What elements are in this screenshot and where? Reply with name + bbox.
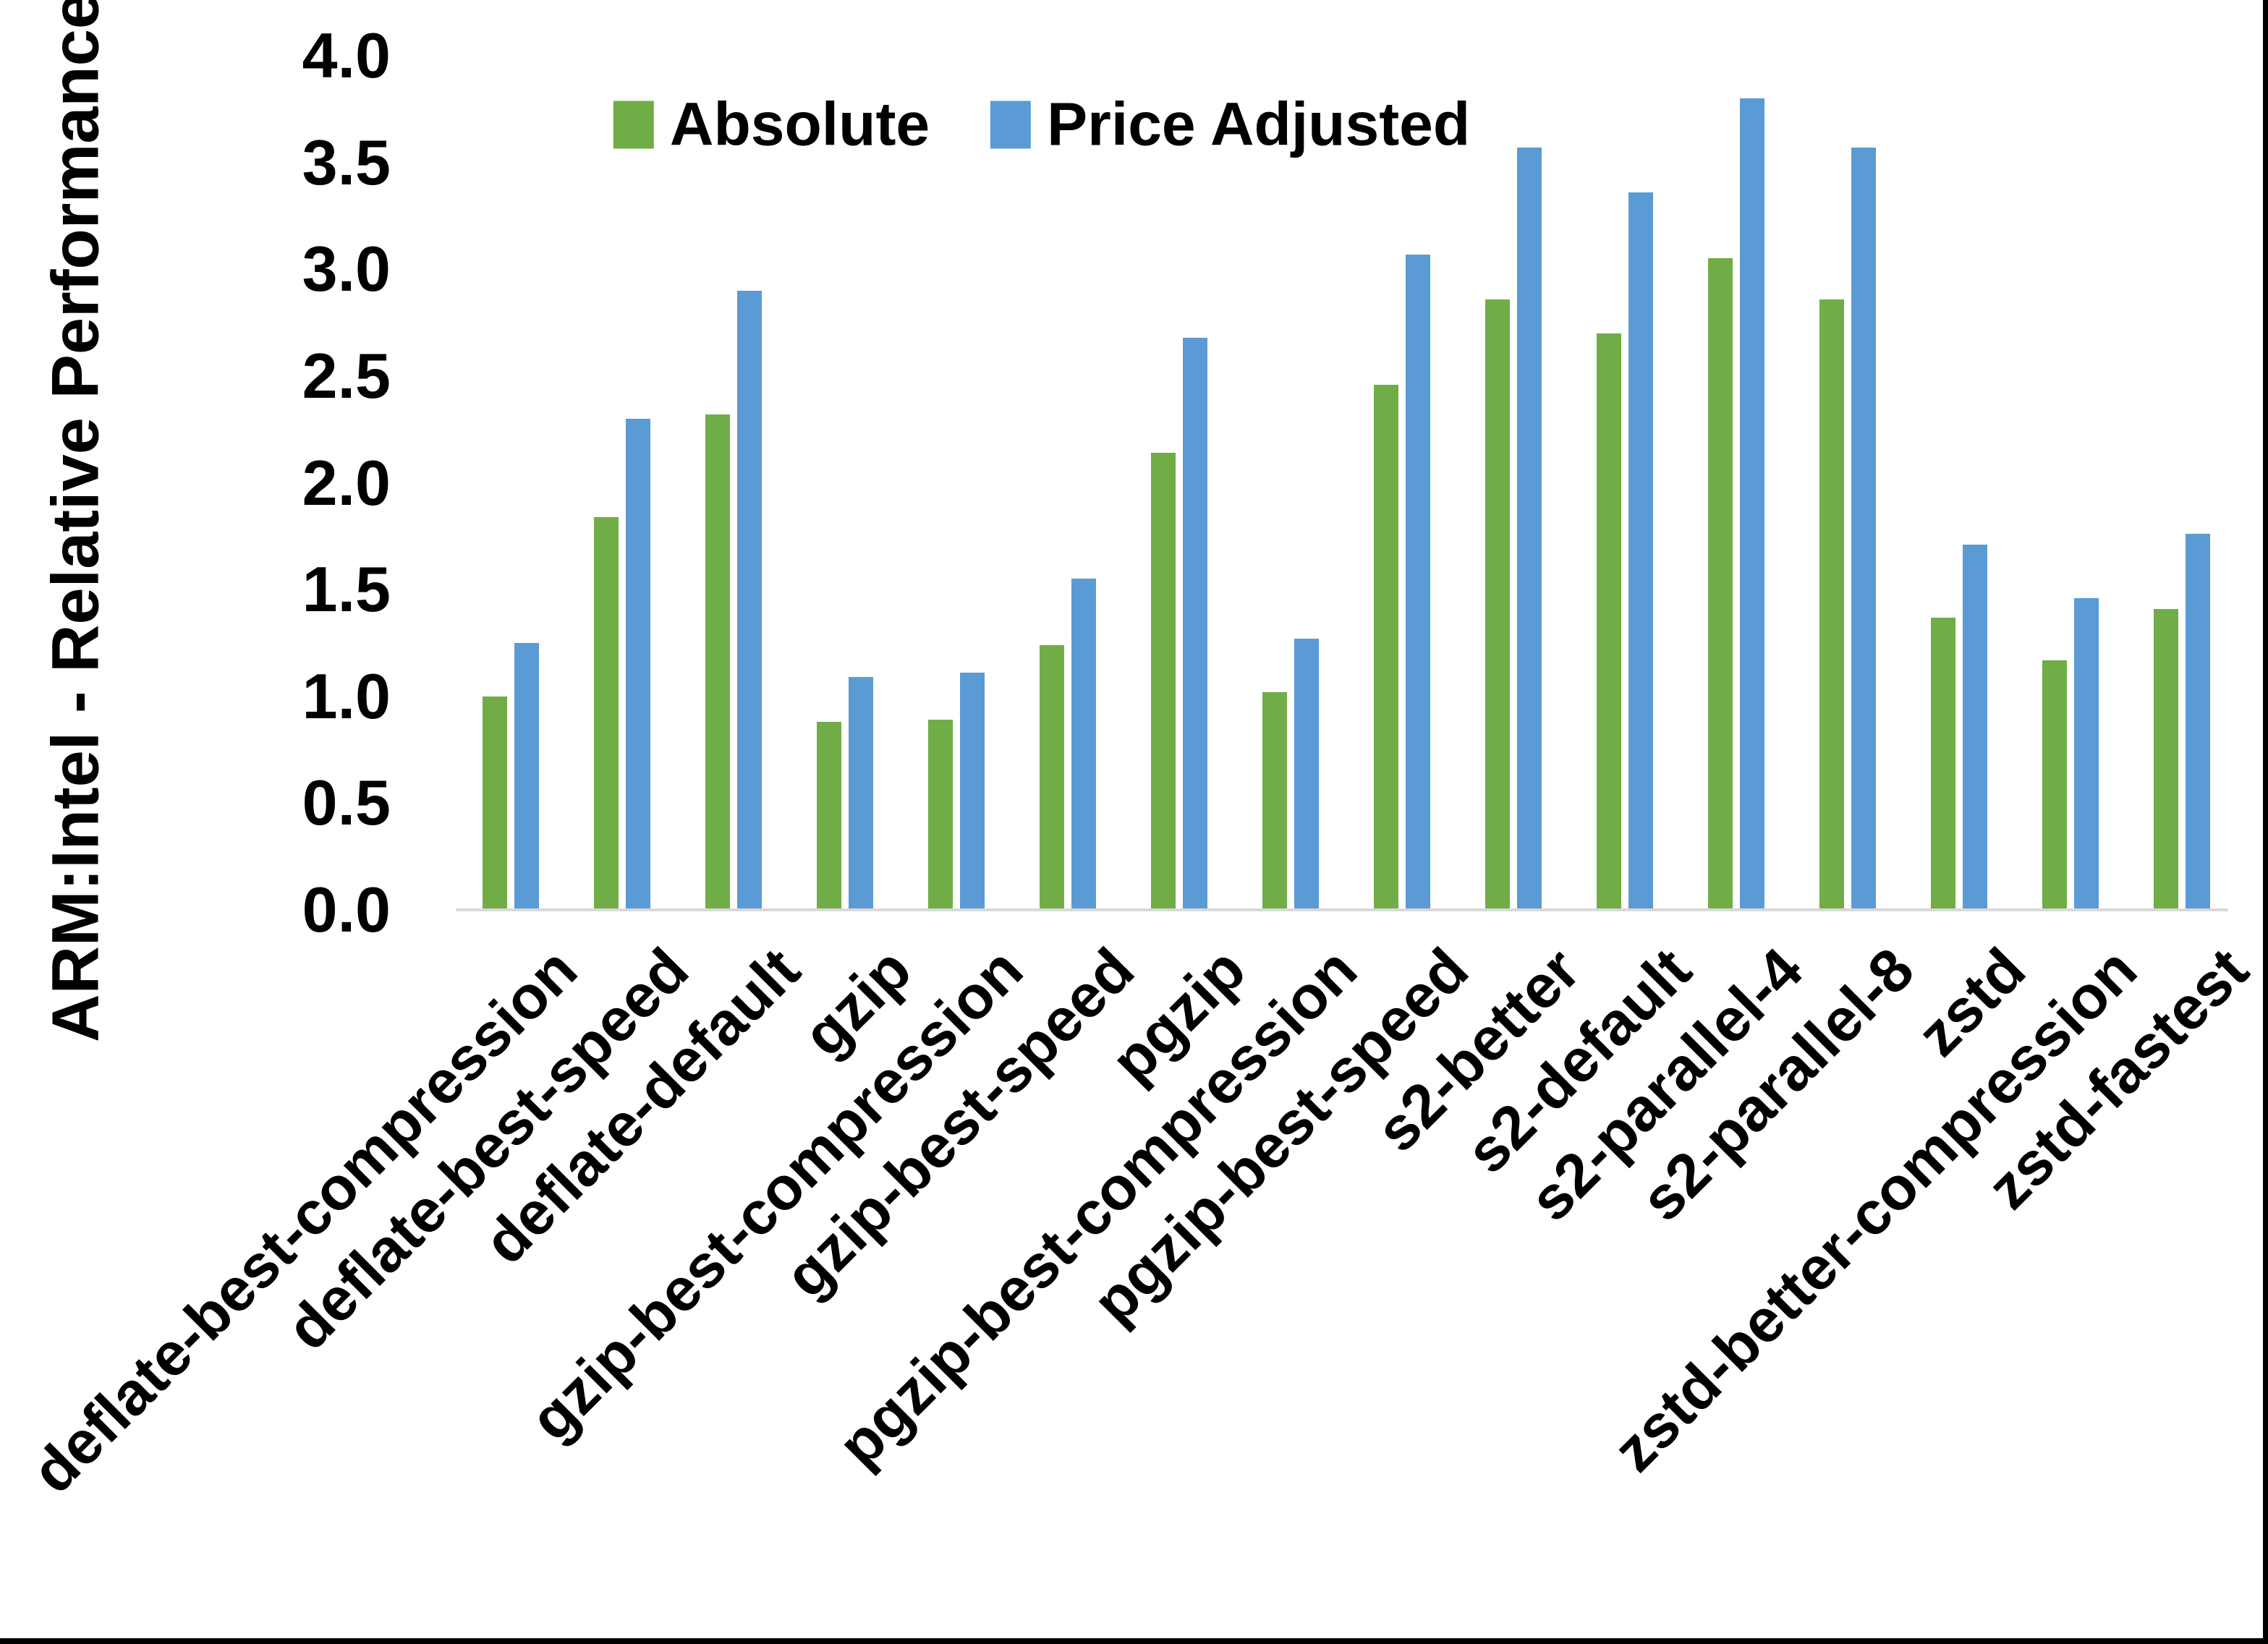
bar-absolute-pgzip-best-compression <box>1262 691 1287 910</box>
screenshot-bottom-border <box>0 1638 2268 1644</box>
bar-absolute-deflate-default <box>705 414 730 910</box>
bar-absolute-s2-better <box>1485 299 1510 910</box>
bar-absolute-gzip <box>817 722 841 910</box>
bar-price-adjusted-s2-default <box>1628 192 1653 910</box>
bar-absolute-zstd <box>1931 617 1955 910</box>
bar-absolute-pgzip <box>1151 453 1176 910</box>
y-tick-label: 2.5 <box>302 339 391 412</box>
bar-price-adjusted-s2-parallel-8 <box>1851 147 1876 910</box>
legend-item-price-adjusted: Price Adjusted <box>990 90 1470 160</box>
bar-absolute-deflate-best-speed <box>594 516 619 910</box>
y-tick-label: 4.0 <box>302 20 391 91</box>
y-tick-label: 0.0 <box>302 874 391 945</box>
bar-price-adjusted-deflate-best-speed <box>626 418 650 910</box>
bar-price-adjusted-gzip <box>849 677 873 910</box>
bar-price-adjusted-gzip-best-compression <box>960 673 985 910</box>
bar-absolute-gzip-best-compression <box>928 720 953 910</box>
bar-price-adjusted-s2-better <box>1517 147 1542 910</box>
bar-price-adjusted-deflate-best-compression <box>514 642 539 910</box>
bar-price-adjusted-pgzip-best-speed <box>1406 254 1430 910</box>
y-tick-label: 1.0 <box>302 660 391 732</box>
screenshot-right-border <box>2263 0 2268 1644</box>
bar-price-adjusted-zstd-better-compression <box>2074 597 2099 910</box>
y-tick-label: 1.5 <box>302 553 391 626</box>
legend-item-absolute: Absolute <box>613 90 930 160</box>
bar-absolute-s2-parallel-4 <box>1708 258 1733 910</box>
legend: Absolute Price Adjusted <box>613 90 1470 160</box>
bar-price-adjusted-pgzip <box>1183 337 1207 910</box>
bar-price-adjusted-gzip-best-speed <box>1071 579 1096 910</box>
bar-absolute-gzip-best-speed <box>1040 644 1064 910</box>
bar-absolute-deflate-best-compression <box>483 696 507 910</box>
bar-absolute-zstd-better-compression <box>2042 660 2067 910</box>
legend-label-absolute: Absolute <box>669 90 930 158</box>
legend-swatch-price-adjusted-icon <box>990 101 1032 148</box>
bar-price-adjusted-zstd-fastest <box>2186 534 2210 910</box>
y-tick-label: 3.5 <box>302 126 391 198</box>
y-tick-label: 3.0 <box>302 233 391 305</box>
bar-price-adjusted-s2-parallel-4 <box>1740 98 1764 910</box>
bar-price-adjusted-pgzip-best-compression <box>1294 639 1319 910</box>
y-tick-label: 2.0 <box>302 446 391 519</box>
bar-price-adjusted-zstd <box>1963 545 1987 910</box>
bar-price-adjusted-deflate-default <box>737 290 762 910</box>
y-tick-label: 0.5 <box>302 767 391 839</box>
legend-label-price-adjusted: Price Adjusted <box>1047 90 1471 158</box>
bar-absolute-s2-default <box>1597 333 1621 910</box>
bar-absolute-zstd-fastest <box>2154 608 2178 910</box>
x-axis-line <box>456 908 2228 911</box>
legend-swatch-absolute-icon <box>613 101 654 148</box>
bar-absolute-s2-parallel-8 <box>1819 299 1844 910</box>
bar-absolute-pgzip-best-speed <box>1374 384 1398 910</box>
